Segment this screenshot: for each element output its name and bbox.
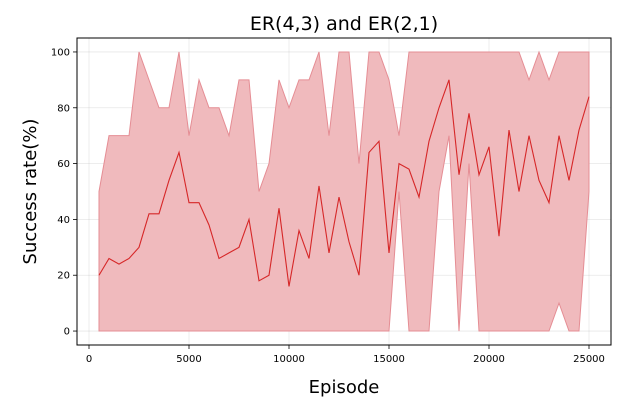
y-tick-label: 100: [51, 47, 70, 58]
x-axis-label: Episode: [309, 377, 380, 398]
series-line: [98, 79, 590, 287]
x-tick-label: 0: [86, 354, 92, 365]
x-tick-label: 5000: [176, 354, 201, 365]
chart-title: ER(4,3) and ER(2,1): [250, 13, 438, 35]
y-tick-label: 40: [57, 215, 70, 226]
y-tick-label: 0: [64, 327, 70, 338]
confidence-band: [98, 50, 590, 332]
y-tick-label: 80: [57, 103, 70, 114]
y-axis-label: Success rate(%): [20, 119, 41, 265]
x-axis: 0 5000 10000 15000 20000 25000: [86, 345, 605, 365]
y-tick-label: 20: [57, 271, 70, 282]
y-tick-label: 60: [57, 159, 70, 170]
plot-frame: [76, 37, 612, 346]
x-tick-label: 20000: [473, 354, 505, 365]
y-axis: 0 20 40 60 80 100: [51, 47, 77, 338]
x-tick-label: 10000: [273, 354, 305, 365]
x-tick-label: 25000: [573, 354, 605, 365]
x-tick-label: 15000: [373, 354, 405, 365]
